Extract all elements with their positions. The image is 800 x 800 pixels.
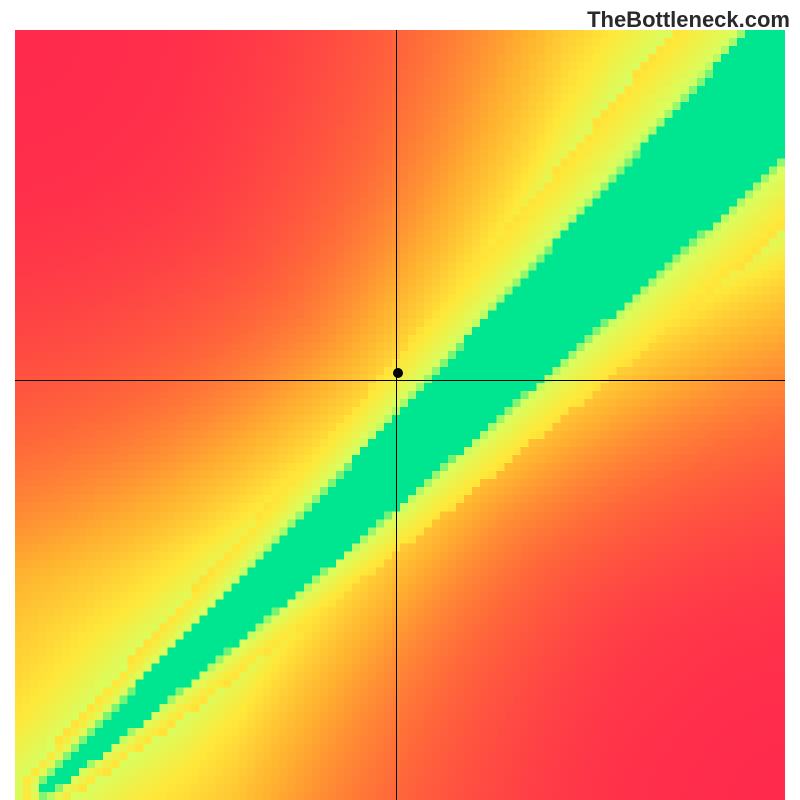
- bottleneck-heatmap: [15, 30, 785, 800]
- crosshair-horizontal: [15, 380, 785, 381]
- attribution-text: TheBottleneck.com: [587, 7, 790, 33]
- chart-container: TheBottleneck.com: [0, 0, 800, 800]
- crosshair-vertical: [396, 30, 397, 800]
- marker-dot: [393, 368, 403, 378]
